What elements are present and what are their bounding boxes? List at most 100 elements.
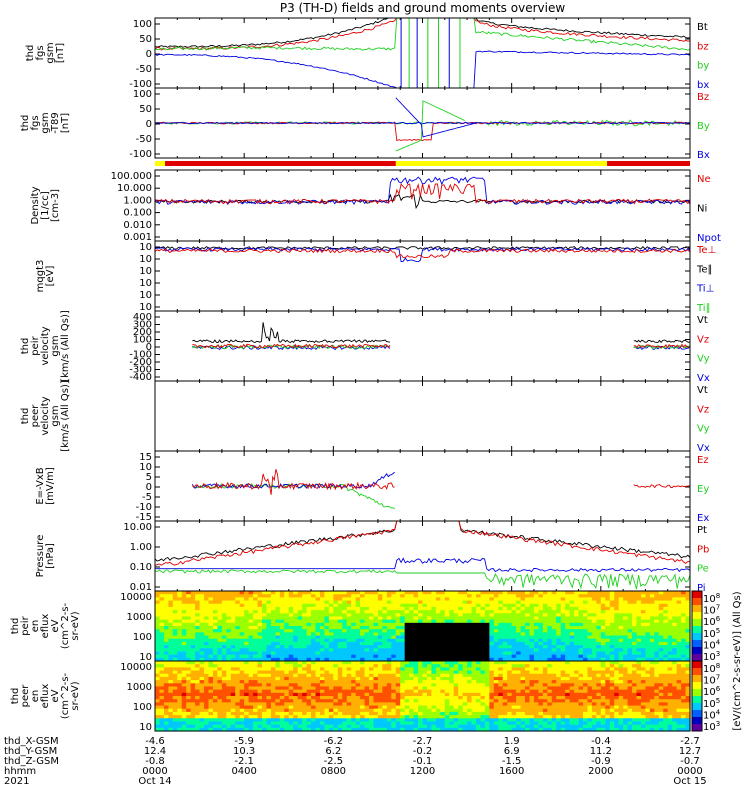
spectrogram-cell (507, 629, 513, 633)
spectrogram-cell (614, 597, 620, 602)
spectrogram-cell (351, 613, 357, 618)
spectrogram-cell (172, 657, 178, 662)
spectrogram-cell (426, 632, 433, 637)
spectrogram-cell (565, 654, 571, 659)
spectrogram-cell (649, 616, 655, 621)
spectrogram-cell (565, 613, 571, 618)
spectrogram-cell (409, 651, 415, 656)
spectrogram-cell (195, 715, 201, 719)
spectrogram-cell (355, 629, 361, 633)
spectrogram-cell (351, 718, 357, 723)
spectrogram-cell (676, 594, 682, 598)
spectrogram-cell (511, 606, 517, 611)
spectrogram-cell (257, 654, 263, 659)
spectrogram-cell (279, 610, 285, 614)
spectrogram-cell (355, 626, 361, 630)
spectrogram-cell (453, 667, 459, 672)
spectrogram-cell (386, 702, 392, 707)
spectrogram-cell (163, 610, 169, 614)
spectrogram-cell (471, 676, 477, 681)
spectrogram-cell (578, 613, 584, 618)
spectrogram-cell (373, 622, 379, 627)
spectrogram-cell (467, 603, 473, 608)
spectrogram-cell (360, 692, 366, 697)
spectrogram-cell (275, 670, 281, 675)
spectrogram-cell (284, 696, 290, 700)
spectrogram-cell (551, 641, 557, 646)
ez-line-late (633, 483, 691, 489)
spectrogram-cell (578, 594, 584, 598)
spectrogram-cell (600, 657, 606, 662)
spectrogram-cell (596, 591, 602, 595)
spectrogram-cell (493, 600, 499, 605)
spectrogram-cell (654, 600, 660, 605)
spectrogram-cell (360, 718, 366, 723)
spectrogram-cell (230, 645, 236, 649)
spectrogram-cell (618, 638, 624, 643)
spectrogram-cell (525, 635, 531, 640)
spectrogram-cell (596, 657, 602, 662)
spectrogram-cell (386, 635, 392, 640)
spectrogram-cell (293, 657, 299, 662)
spectrogram-cell (663, 603, 669, 608)
spectrogram-cell (600, 597, 606, 602)
spectrogram-cell (600, 600, 606, 605)
spectrogram-cell (658, 594, 664, 598)
spectrogram-cell (159, 676, 165, 681)
spectrogram-cell (556, 613, 562, 618)
spectrogram-cell (440, 667, 446, 672)
spectrogram-cell (471, 654, 477, 659)
spectrogram-cell (190, 692, 196, 697)
spectrogram-cell (230, 711, 236, 716)
spectrogram-cell (346, 673, 352, 678)
spectrogram-cell (542, 597, 548, 602)
spectrogram-cell (547, 638, 553, 643)
spectrogram-cell (315, 680, 321, 684)
spectrogram-cell (288, 651, 294, 656)
pressure-ylabel-line: [nPa] (45, 543, 56, 569)
spectrogram-cell (413, 708, 419, 713)
spectrogram-cell (257, 661, 263, 665)
spectrogram-cell (177, 654, 183, 659)
spectrogram-cell (645, 619, 651, 624)
spectrogram-cell (284, 715, 290, 719)
spectrogram-cell (221, 692, 227, 697)
spectrogram-cell (681, 613, 687, 618)
spectrogram-cell (596, 619, 602, 624)
spectrogram-cell (319, 702, 326, 707)
spectrogram-cell (155, 638, 161, 643)
spectrogram-cell (574, 638, 580, 643)
spectrogram-cell (195, 610, 201, 614)
spectrogram-cell (279, 606, 285, 611)
spectrogram-cell (302, 606, 308, 611)
spectrogram-cell (618, 635, 624, 640)
spectrogram-cell (542, 619, 548, 624)
spectrogram-cell (649, 610, 655, 614)
spectrogram-cell (319, 638, 326, 643)
spectrogram-cell (614, 606, 620, 611)
spectrogram-cell (284, 718, 290, 723)
spectrogram-cell (440, 626, 446, 630)
spectrogram-cell (235, 708, 241, 713)
spectrogram-cell (177, 645, 183, 649)
spectrogram-cell (520, 648, 526, 653)
spectrogram-cell (155, 667, 161, 672)
fgs-ytick-label: 0 (146, 49, 152, 60)
spectrogram-cell (172, 705, 178, 710)
spectrogram-cell (605, 641, 611, 646)
spectrogram-cell (181, 667, 187, 672)
spectrogram-cell (649, 657, 655, 662)
spectrogram-cell (172, 613, 178, 618)
spectrogram-cell (337, 613, 343, 618)
spectrogram-cell (306, 600, 312, 605)
spectrogram-cell (614, 645, 620, 649)
spectrogram-cell (337, 606, 343, 611)
spectrogram-cell (324, 664, 330, 668)
spectrogram-cell (355, 715, 361, 719)
spectrogram-cell (529, 594, 535, 598)
spectrogram-cell (400, 670, 406, 675)
spectrogram-cell (270, 692, 276, 697)
spectrogram-cell (181, 654, 187, 659)
spectrogram-cell (676, 613, 682, 618)
spectrogram-cell (391, 696, 397, 700)
